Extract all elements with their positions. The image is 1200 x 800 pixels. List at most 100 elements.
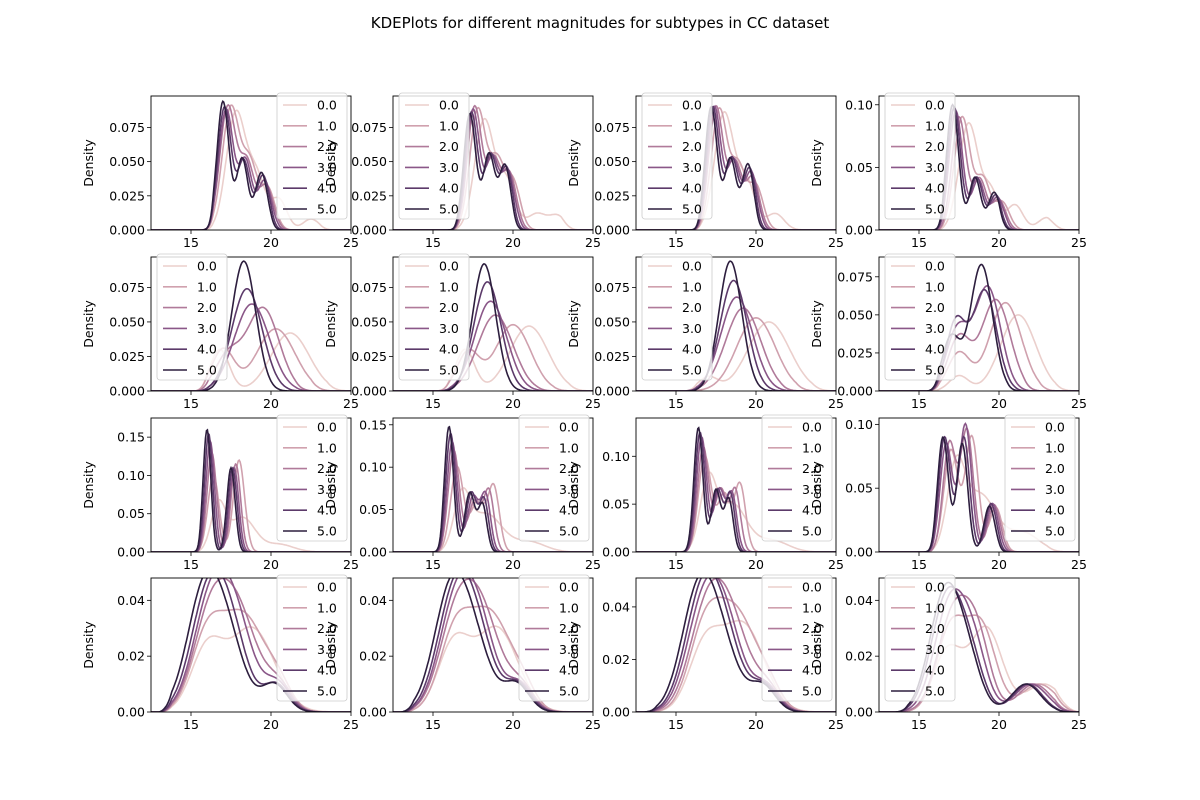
y-tick-label: 0.050 bbox=[351, 314, 387, 329]
series-line-0.0 bbox=[879, 121, 1079, 230]
legend: 0.0 1.0 2.0 3.0 4.0 5.0 bbox=[761, 414, 833, 542]
y-tick-label: 0.15 bbox=[117, 430, 145, 445]
legend-label: 2.0 bbox=[317, 461, 337, 476]
y-axis-label: Density bbox=[809, 621, 824, 669]
x-tick-label: 20 bbox=[263, 717, 279, 732]
x-tick-label: 25 bbox=[343, 717, 359, 732]
y-tick-label: 0.02 bbox=[117, 649, 145, 664]
series-line-1.0 bbox=[393, 323, 593, 391]
y-tick-label: 0.075 bbox=[351, 120, 387, 135]
legend-label: 3.0 bbox=[197, 321, 217, 336]
y-tick-label: 0.10 bbox=[117, 468, 145, 483]
series-line-2.0 bbox=[879, 427, 1079, 552]
series-line-2.0 bbox=[393, 314, 593, 391]
x-tick-label: 15 bbox=[911, 717, 927, 732]
series-line-1.0 bbox=[393, 465, 593, 552]
x-tick-label: 15 bbox=[425, 557, 441, 572]
y-tick-label: 0.04 bbox=[359, 593, 387, 608]
legend: 0.0 1.0 2.0 3.0 4.0 5.0 bbox=[518, 574, 590, 702]
x-tick-label: 25 bbox=[1071, 396, 1087, 411]
legend-label: 5.0 bbox=[1045, 524, 1065, 539]
legend-label: 5.0 bbox=[682, 202, 702, 217]
legend-label: 0.0 bbox=[439, 98, 459, 113]
axes-frame bbox=[878, 577, 1080, 713]
y-axis-label: Density bbox=[566, 461, 581, 509]
legend-label: 4.0 bbox=[802, 503, 822, 518]
series-line-0.0 bbox=[636, 321, 836, 391]
y-tick-label: 0.050 bbox=[109, 314, 145, 329]
figure-title: KDEPlots for different magnitudes for su… bbox=[371, 14, 830, 32]
y-tick-label: 0.05 bbox=[117, 506, 145, 521]
x-tick-label: 25 bbox=[1071, 557, 1087, 572]
series-line-5.0 bbox=[636, 105, 836, 230]
series-line-5.0 bbox=[636, 260, 836, 391]
legend: 0.0 1.0 2.0 3.0 4.0 5.0 bbox=[398, 92, 470, 220]
series-line-1.0 bbox=[636, 106, 836, 230]
y-tick-label: 0.000 bbox=[109, 223, 145, 238]
legend-label: 0.0 bbox=[925, 259, 945, 274]
axes-frame bbox=[635, 256, 837, 392]
y-tick-label: 0.00 bbox=[359, 705, 387, 720]
x-tick-label: 15 bbox=[183, 396, 199, 411]
y-tick-label: 0.00 bbox=[845, 223, 873, 238]
x-tick-label: 20 bbox=[505, 557, 521, 572]
legend-label: 4.0 bbox=[439, 342, 459, 357]
x-tick-label: 15 bbox=[668, 717, 684, 732]
x-tick-label: 15 bbox=[183, 557, 199, 572]
y-tick-label: 0.025 bbox=[837, 345, 873, 360]
legend-label: 2.0 bbox=[802, 621, 822, 636]
series-group bbox=[151, 260, 351, 391]
series-line-4.0 bbox=[393, 281, 593, 391]
series-line-4.0 bbox=[636, 105, 836, 230]
series-line-1.0 bbox=[879, 301, 1079, 391]
series-line-4.0 bbox=[151, 288, 351, 391]
legend-label: 1.0 bbox=[682, 279, 702, 294]
y-tick-label: 0.075 bbox=[109, 280, 145, 295]
y-axis-label: Density bbox=[809, 139, 824, 187]
legend-label: 3.0 bbox=[682, 321, 702, 336]
legend-label: 3.0 bbox=[1045, 482, 1065, 497]
series-line-2.0 bbox=[636, 104, 836, 230]
legend-label: 3.0 bbox=[925, 321, 945, 336]
series-line-0.0 bbox=[151, 109, 351, 230]
legend-label: 2.0 bbox=[925, 139, 945, 154]
legend-label: 2.0 bbox=[559, 621, 579, 636]
legend-label: 1.0 bbox=[925, 279, 945, 294]
legend-label: 1.0 bbox=[802, 440, 822, 455]
axes-frame bbox=[635, 417, 837, 553]
series-line-2.0 bbox=[636, 444, 836, 552]
legend-label: 3.0 bbox=[317, 482, 337, 497]
legend-label: 4.0 bbox=[197, 342, 217, 357]
x-tick-label: 20 bbox=[991, 396, 1007, 411]
legend-label: 1.0 bbox=[197, 279, 217, 294]
x-tick-label: 15 bbox=[425, 717, 441, 732]
x-tick-label: 15 bbox=[911, 396, 927, 411]
y-tick-label: 0.00 bbox=[845, 705, 873, 720]
x-tick-label: 25 bbox=[828, 396, 844, 411]
legend-label: 3.0 bbox=[439, 160, 459, 175]
legend-label: 3.0 bbox=[317, 160, 337, 175]
series-line-2.0 bbox=[879, 298, 1079, 391]
series-line-5.0 bbox=[879, 263, 1079, 391]
series-line-1.0 bbox=[393, 106, 593, 230]
x-tick-label: 25 bbox=[585, 717, 601, 732]
legend-label: 2.0 bbox=[682, 300, 702, 315]
series-line-1.0 bbox=[151, 327, 351, 391]
series-line-1.0 bbox=[879, 434, 1079, 552]
legend-label: 5.0 bbox=[802, 684, 822, 699]
subplot-r2c3: 15 20 250.0000.0250.0500.075Density0.01.02… bbox=[566, 253, 844, 411]
series-line-2.0 bbox=[636, 307, 836, 391]
subplot-r1c3: 15 20 250.0000.0250.0500.075Density0.01.02… bbox=[566, 92, 844, 250]
x-tick-label: 20 bbox=[748, 557, 764, 572]
axes-frame bbox=[392, 417, 594, 553]
y-axis-label: Density bbox=[323, 300, 338, 348]
x-tick-label: 25 bbox=[343, 235, 359, 250]
x-tick-label: 20 bbox=[748, 396, 764, 411]
x-tick-label: 25 bbox=[828, 557, 844, 572]
y-tick-label: 0.000 bbox=[594, 384, 630, 399]
subplot-r4c1: 15 20 25 0.00 0.02 0.04 Density 0.0 1.0 2.0 3.0 4.0… bbox=[81, 574, 359, 732]
legend-label: 0.0 bbox=[1045, 420, 1065, 435]
y-tick-label: 0.000 bbox=[351, 384, 387, 399]
legend-label: 4.0 bbox=[925, 663, 945, 678]
y-tick-label: 0.05 bbox=[845, 481, 873, 496]
